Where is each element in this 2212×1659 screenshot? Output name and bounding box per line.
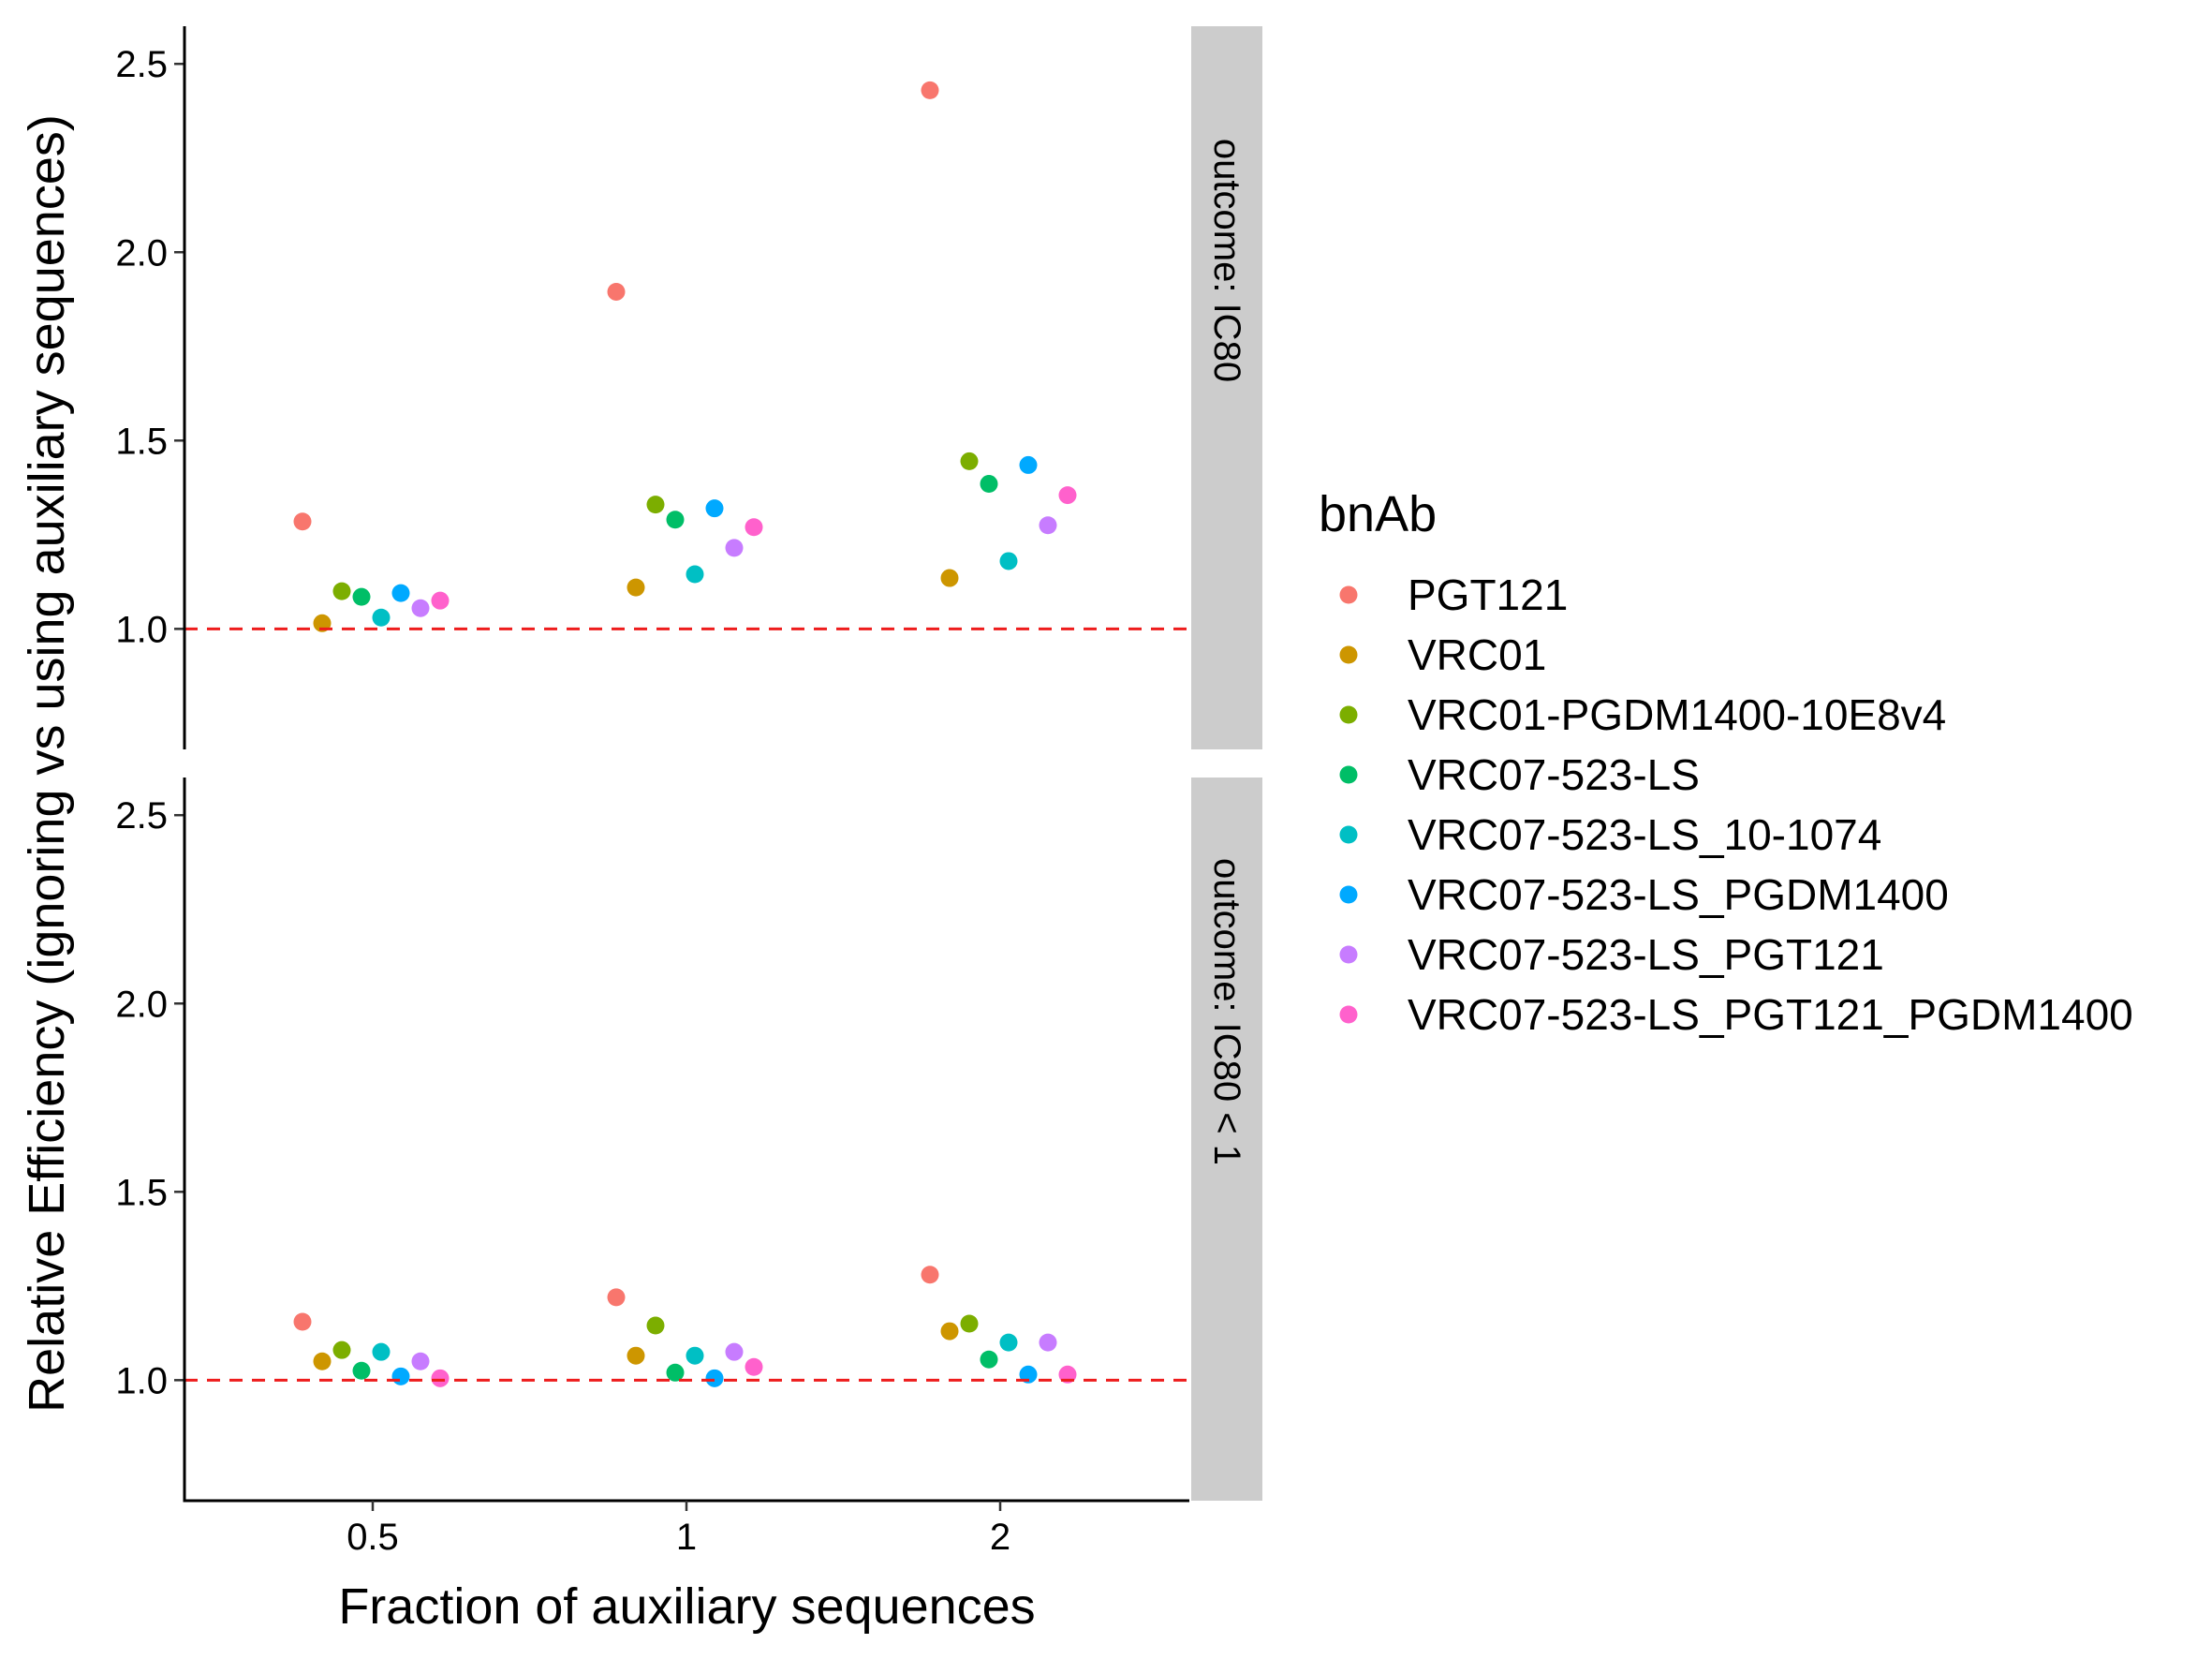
- point-ic80-lt-1: [980, 1350, 998, 1369]
- legend: bnAb PGT121 VRC01 VRC01-PGDM1400-10E8v4 VRC…: [1319, 486, 2133, 1039]
- y-tick-label: 2.0: [115, 984, 168, 1025]
- x-tick-labels: 0.5 1 2: [347, 1501, 1010, 1558]
- legend-title: bnAb: [1319, 486, 1437, 542]
- point-ic80: [411, 599, 430, 617]
- point-ic80-lt-1: [607, 1288, 626, 1307]
- point-ic80-lt-1: [646, 1316, 665, 1335]
- point-ic80-lt-1: [745, 1357, 763, 1376]
- legend-key: [1339, 885, 1358, 904]
- point-ic80: [980, 475, 998, 494]
- point-ic80-lt-1: [352, 1361, 371, 1380]
- y-axis-title: Relative Efficiency (ignoring vs using a…: [19, 114, 75, 1413]
- legend-key: [1339, 705, 1358, 724]
- point-ic80-lt-1: [960, 1314, 979, 1333]
- y-tick-label: 1.5: [115, 421, 168, 462]
- point-ic80: [705, 499, 724, 518]
- legend-key: [1339, 1005, 1358, 1024]
- y-tick-label: 2.5: [115, 795, 168, 837]
- point-ic80: [940, 569, 959, 587]
- legend-label: PGT121: [1408, 570, 1568, 619]
- point-ic80: [666, 511, 685, 529]
- point-ic80-lt-1: [431, 1369, 450, 1387]
- point-ic80: [1019, 455, 1038, 474]
- x-tick-label: 1: [676, 1517, 697, 1558]
- points-ic80: [293, 81, 1077, 632]
- point-ic80-lt-1: [313, 1352, 332, 1370]
- point-ic80: [293, 512, 312, 531]
- y-tick-label: 2.5: [115, 44, 168, 85]
- legend-key: [1339, 585, 1358, 604]
- legend-label: VRC07-523-LS_PGDM1400: [1408, 870, 1949, 919]
- legend-key: [1339, 945, 1358, 964]
- point-ic80-lt-1: [705, 1369, 724, 1387]
- point-ic80: [627, 578, 645, 597]
- point-ic80: [921, 81, 939, 99]
- point-ic80-lt-1: [372, 1342, 391, 1361]
- y-tick-labels-ic80-lt-1: 1.0 1.5 2.0 2.5: [115, 795, 184, 1401]
- point-ic80-lt-1: [332, 1341, 351, 1359]
- legend-label: VRC07-523-LS_PGT121: [1408, 930, 1884, 979]
- point-ic80: [999, 552, 1018, 570]
- y-tick-label: 1.0: [115, 609, 168, 650]
- legend-label: VRC07-523-LS: [1408, 750, 1700, 799]
- point-ic80-lt-1: [725, 1342, 744, 1361]
- point-ic80: [646, 496, 665, 514]
- strip-background-ic80-lt-1: [1191, 778, 1262, 1501]
- point-ic80: [1058, 486, 1077, 505]
- point-ic80: [352, 587, 371, 606]
- point-ic80: [1039, 516, 1057, 535]
- point-ic80-lt-1: [666, 1363, 685, 1382]
- point-ic80: [960, 452, 979, 470]
- y-tick-label: 1.5: [115, 1172, 168, 1213]
- strip-background-ic80: [1191, 26, 1262, 749]
- point-ic80-lt-1: [391, 1367, 410, 1385]
- y-tick-label: 1.0: [115, 1360, 168, 1401]
- point-ic80: [607, 282, 626, 301]
- legend-label: VRC01: [1408, 630, 1546, 679]
- point-ic80: [372, 608, 391, 627]
- point-ic80: [332, 582, 351, 600]
- x-tick-label: 0.5: [347, 1517, 399, 1558]
- legend-label: VRC07-523-LS_10-1074: [1408, 810, 1881, 859]
- point-ic80-lt-1: [1039, 1333, 1057, 1352]
- panel-ic80-lt-1: 1.0 1.5 2.0 2.5 outcome: IC80 < 1: [115, 778, 1262, 1501]
- point-ic80: [686, 565, 704, 584]
- panel-ic80: 1.0 1.5 2.0 2.5 outcome: IC80: [115, 26, 1262, 749]
- y-tick-labels-ic80: 1.0 1.5 2.0 2.5: [115, 44, 184, 650]
- point-ic80: [745, 518, 763, 537]
- point-ic80: [431, 591, 450, 610]
- y-tick-label: 2.0: [115, 232, 168, 274]
- point-ic80-lt-1: [627, 1346, 645, 1365]
- legend-key: [1339, 645, 1358, 664]
- point-ic80: [725, 539, 744, 557]
- point-ic80-lt-1: [411, 1352, 430, 1370]
- legend-key: [1339, 765, 1358, 784]
- point-ic80: [391, 584, 410, 602]
- legend-key: [1339, 825, 1358, 844]
- legend-label: VRC07-523-LS_PGT121_PGDM1400: [1408, 990, 2133, 1039]
- point-ic80-lt-1: [921, 1266, 939, 1284]
- strip-label-ic80-lt-1: outcome: IC80 < 1: [1206, 858, 1247, 1165]
- legend-label: VRC01-PGDM1400-10E8v4: [1408, 690, 1946, 739]
- point-ic80-lt-1: [686, 1346, 704, 1365]
- legend-items: PGT121 VRC01 VRC01-PGDM1400-10E8v4 VRC07-52…: [1339, 570, 2133, 1039]
- strip-label-ic80: outcome: IC80: [1206, 139, 1247, 382]
- x-axis-title: Fraction of auxiliary sequences: [338, 1578, 1035, 1635]
- point-ic80-lt-1: [999, 1333, 1018, 1352]
- x-tick-label: 2: [990, 1517, 1010, 1558]
- point-ic80-lt-1: [293, 1312, 312, 1331]
- point-ic80-lt-1: [940, 1322, 959, 1341]
